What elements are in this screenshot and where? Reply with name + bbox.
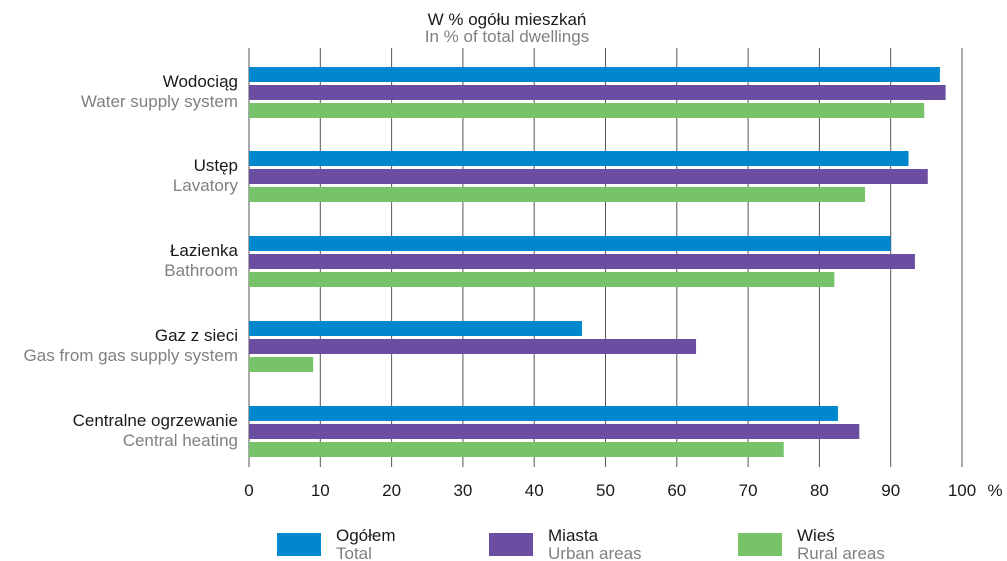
category-label: Łazienka xyxy=(170,241,239,260)
legend-swatch xyxy=(738,533,782,556)
category-label-en: Central heating xyxy=(123,431,238,450)
x-tick-label: 70 xyxy=(739,481,758,500)
legend-label-en: Total xyxy=(336,544,372,561)
bar xyxy=(249,321,582,336)
bar xyxy=(249,103,924,118)
category-label-en: Water supply system xyxy=(81,92,238,111)
bar xyxy=(249,406,838,421)
legend-label: Wieś xyxy=(797,526,835,545)
legend-label: Miasta xyxy=(548,526,599,545)
bar xyxy=(249,151,909,166)
x-tick-label: 60 xyxy=(667,481,686,500)
legend-label: Ogółem xyxy=(336,526,396,545)
chart-subtitle: In % of total dwellings xyxy=(425,27,589,46)
bar xyxy=(249,424,859,439)
x-tick-label: 50 xyxy=(596,481,615,500)
bar xyxy=(249,169,928,184)
category-label: Gaz z sieci xyxy=(155,326,238,345)
bar xyxy=(249,254,915,269)
category-label: Centralne ogrzewanie xyxy=(73,411,238,430)
x-tick-label: 20 xyxy=(382,481,401,500)
bar xyxy=(249,85,946,100)
bar xyxy=(249,272,834,287)
category-label-en: Bathroom xyxy=(164,261,238,280)
bar xyxy=(249,442,784,457)
legend-swatch xyxy=(277,533,321,556)
bar xyxy=(249,339,696,354)
category-label: Ustęp xyxy=(194,156,238,175)
x-tick-label: 80 xyxy=(810,481,829,500)
x-unit-label: % xyxy=(987,481,1002,500)
x-tick-label: 100 xyxy=(948,481,976,500)
bar xyxy=(249,236,891,251)
x-tick-label: 90 xyxy=(881,481,900,500)
bars xyxy=(249,67,946,457)
category-label-en: Gas from gas supply system xyxy=(24,346,238,365)
category-label-en: Lavatory xyxy=(173,176,239,195)
legend-label-en: Rural areas xyxy=(797,544,885,561)
bar xyxy=(249,357,313,372)
x-tick-label: 40 xyxy=(525,481,544,500)
legend-swatch xyxy=(489,533,533,556)
category-label: Wodociąg xyxy=(163,72,238,91)
legend-label-en: Urban areas xyxy=(548,544,642,561)
x-tick-label: 30 xyxy=(453,481,472,500)
bar xyxy=(249,67,940,82)
x-tick-labels: 0 10 20 30 40 50 60 70 80 90 100 xyxy=(244,481,976,500)
x-tick-label: 10 xyxy=(311,481,330,500)
x-tick-label: 0 xyxy=(244,481,253,500)
bar xyxy=(249,187,865,202)
